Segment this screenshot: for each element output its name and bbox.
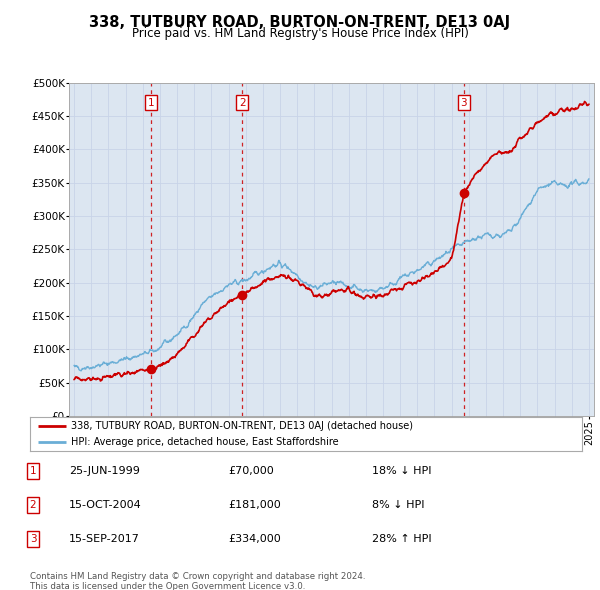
- Text: 18% ↓ HPI: 18% ↓ HPI: [372, 466, 431, 476]
- Text: 3: 3: [29, 535, 37, 544]
- Text: 1: 1: [29, 466, 37, 476]
- Text: £181,000: £181,000: [228, 500, 281, 510]
- Text: 8% ↓ HPI: 8% ↓ HPI: [372, 500, 425, 510]
- Text: 3: 3: [460, 97, 467, 107]
- Text: 338, TUTBURY ROAD, BURTON-ON-TRENT, DE13 0AJ (detached house): 338, TUTBURY ROAD, BURTON-ON-TRENT, DE13…: [71, 421, 413, 431]
- Text: Price paid vs. HM Land Registry's House Price Index (HPI): Price paid vs. HM Land Registry's House …: [131, 27, 469, 40]
- Text: 15-SEP-2017: 15-SEP-2017: [69, 535, 140, 544]
- Text: This data is licensed under the Open Government Licence v3.0.: This data is licensed under the Open Gov…: [30, 582, 305, 590]
- Text: 1: 1: [148, 97, 154, 107]
- Text: 25-JUN-1999: 25-JUN-1999: [69, 466, 140, 476]
- Text: Contains HM Land Registry data © Crown copyright and database right 2024.: Contains HM Land Registry data © Crown c…: [30, 572, 365, 581]
- Text: 15-OCT-2004: 15-OCT-2004: [69, 500, 142, 510]
- Text: £334,000: £334,000: [228, 535, 281, 544]
- Text: 28% ↑ HPI: 28% ↑ HPI: [372, 535, 431, 544]
- Text: £70,000: £70,000: [228, 466, 274, 476]
- Text: 2: 2: [239, 97, 245, 107]
- Text: HPI: Average price, detached house, East Staffordshire: HPI: Average price, detached house, East…: [71, 437, 339, 447]
- Text: 338, TUTBURY ROAD, BURTON-ON-TRENT, DE13 0AJ: 338, TUTBURY ROAD, BURTON-ON-TRENT, DE13…: [89, 15, 511, 30]
- Text: 2: 2: [29, 500, 37, 510]
